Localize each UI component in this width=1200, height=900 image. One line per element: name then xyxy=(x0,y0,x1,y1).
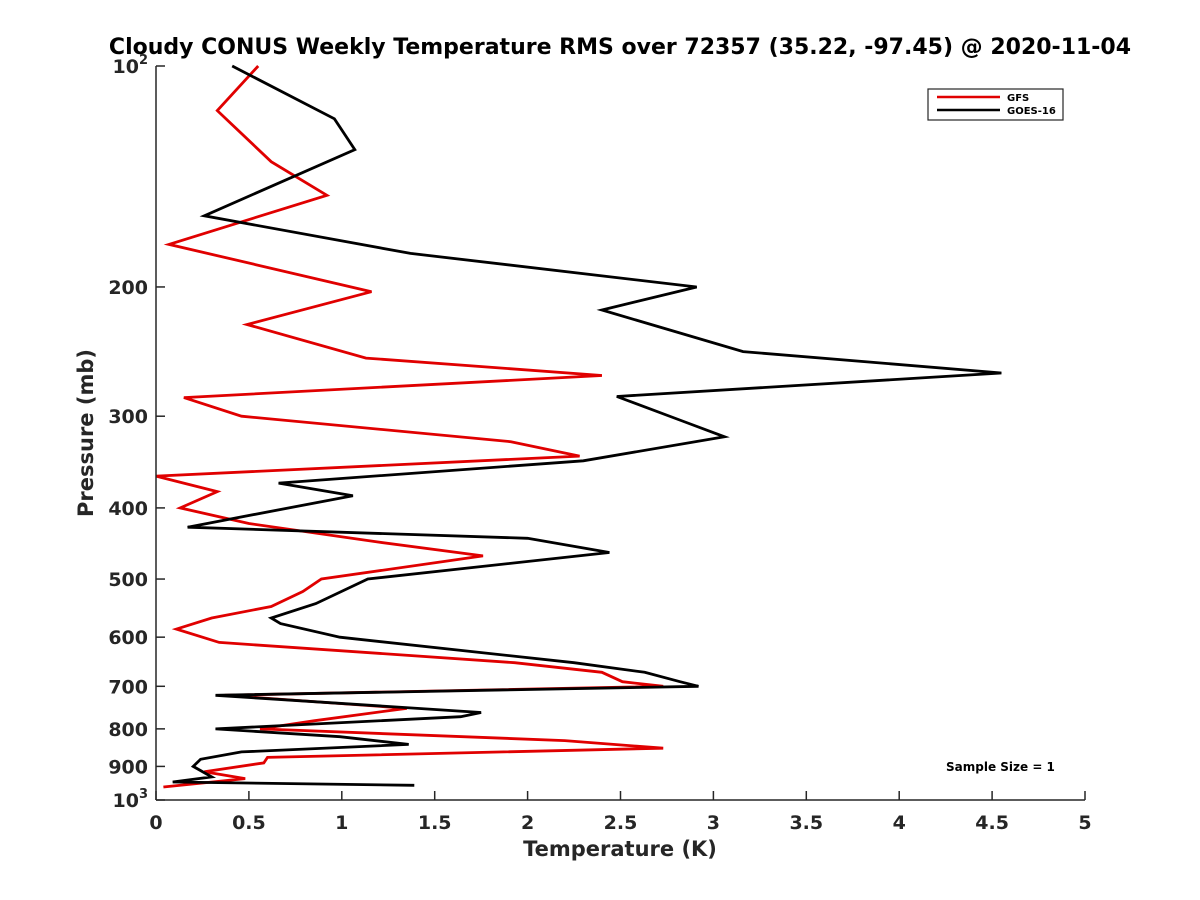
x-tick-label: 3 xyxy=(707,812,720,834)
legend-box xyxy=(927,88,1064,121)
y-tick-label: 400 xyxy=(108,498,148,520)
y-axis-label: Pressure (mb) xyxy=(74,349,98,517)
x-axis-label: Temperature (K) xyxy=(523,837,717,861)
x-tick-label: 4.5 xyxy=(975,812,1009,834)
plot-area xyxy=(155,64,1002,789)
y-tick-label: 700 xyxy=(108,676,148,698)
y-tick-label: 800 xyxy=(108,719,148,741)
y-tick-label: 900 xyxy=(108,756,148,778)
x-tick-label: 3.5 xyxy=(789,812,823,834)
y-tick-label: 300 xyxy=(108,406,148,428)
x-tick-label: 1 xyxy=(335,812,348,834)
x-tick-label: 1.5 xyxy=(418,812,452,834)
y-tick-label: 600 xyxy=(108,627,148,649)
y-tick-label: 103 xyxy=(113,787,149,812)
legend: GFS GOES-16 xyxy=(927,88,1064,121)
legend-label-gfs: GFS xyxy=(1007,93,1029,104)
sample-size-annotation: Sample Size = 1 xyxy=(946,760,1055,774)
chart-title: Cloudy CONUS Weekly Temperature RMS over… xyxy=(109,35,1131,60)
x-tick-label: 2.5 xyxy=(604,812,638,834)
y-ticks: 102 200 300 400 500 600 700 800 900 103 xyxy=(108,53,165,812)
x-tick-label: 5 xyxy=(1078,812,1091,834)
x-tick-label: 0.5 xyxy=(232,812,266,834)
y-tick-label: 500 xyxy=(108,569,148,591)
series-line-goes16 xyxy=(172,64,1002,787)
y-tick-label: 200 xyxy=(108,277,148,299)
y-tick-label: 102 xyxy=(113,53,149,78)
x-ticks: 0 0.5 1 1.5 2 2.5 3 3.5 4 4.5 5 xyxy=(149,791,1092,834)
x-tick-label: 0 xyxy=(149,812,162,834)
series-line-gfs xyxy=(155,65,664,789)
legend-label-goes16: GOES-16 xyxy=(1007,106,1056,117)
x-tick-label: 4 xyxy=(893,812,906,834)
x-tick-label: 2 xyxy=(521,812,534,834)
